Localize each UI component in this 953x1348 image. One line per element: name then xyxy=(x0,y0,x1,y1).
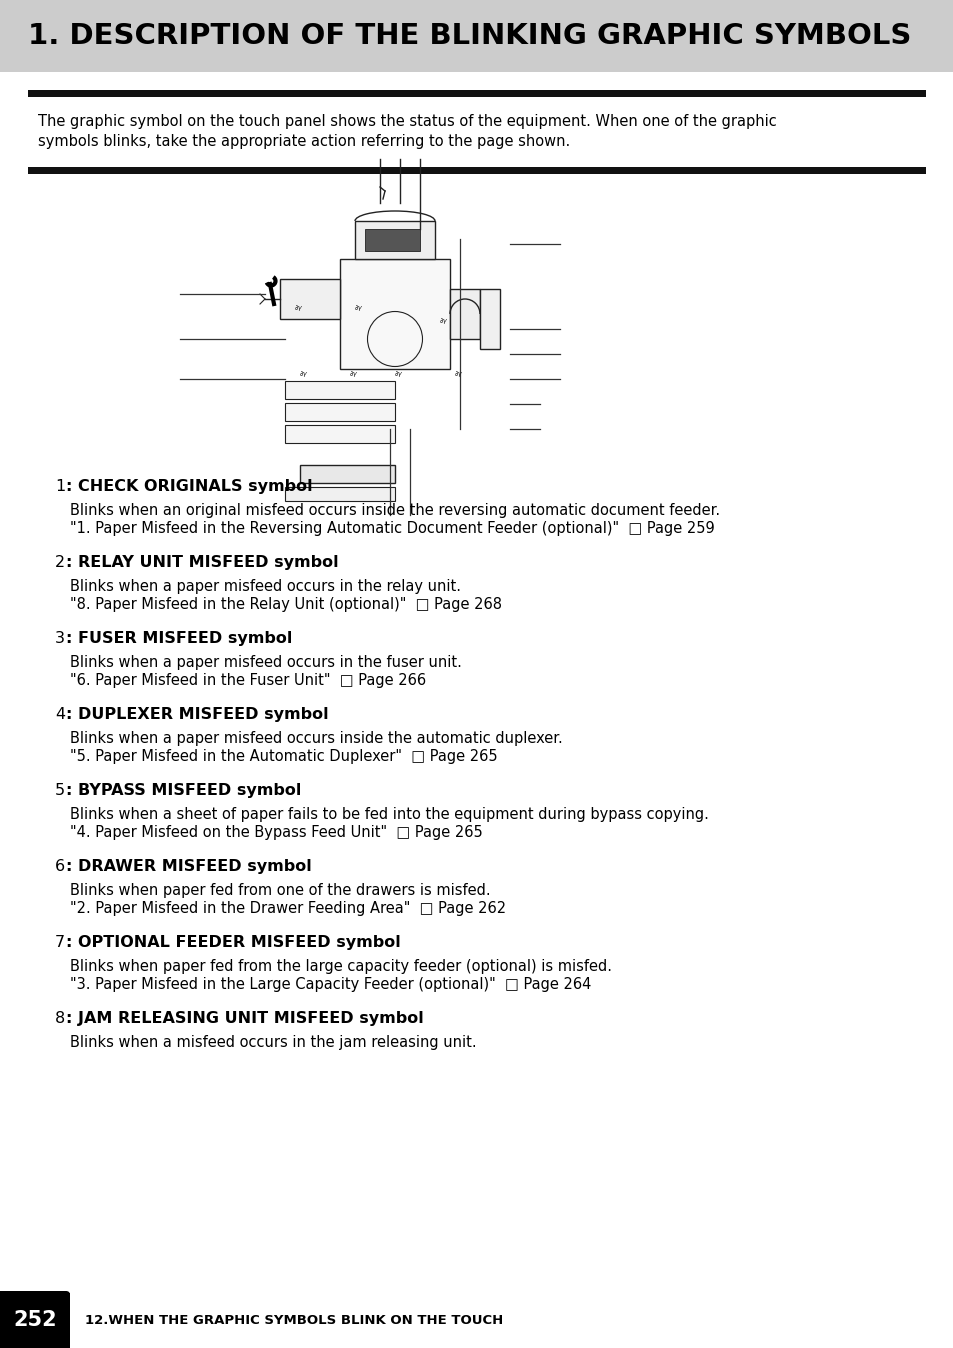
Bar xyxy=(0,0,953,71)
Text: "2. Paper Misfeed in the Drawer Feeding Area"  □ Page 262: "2. Paper Misfeed in the Drawer Feeding … xyxy=(70,900,506,917)
Text: : DRAWER MISFEED symbol: : DRAWER MISFEED symbol xyxy=(66,859,312,874)
Text: Blinks when a sheet of paper fails to be fed into the equipment during bypass co: Blinks when a sheet of paper fails to be… xyxy=(70,807,708,822)
Text: symbols blinks, take the appropriate action referring to the page shown.: symbols blinks, take the appropriate act… xyxy=(38,133,570,150)
Text: The graphic symbol on the touch panel shows the status of the equipment. When on: The graphic symbol on the touch panel sh… xyxy=(38,115,776,129)
Text: 252: 252 xyxy=(13,1310,57,1330)
Bar xyxy=(285,487,395,501)
Text: ∂γ: ∂γ xyxy=(395,371,402,377)
Text: Blinks when a paper misfeed occurs in the relay unit.: Blinks when a paper misfeed occurs in th… xyxy=(70,580,460,594)
Text: : DUPLEXER MISFEED symbol: : DUPLEXER MISFEED symbol xyxy=(66,706,328,723)
Text: Blinks when a paper misfeed occurs inside the automatic duplexer.: Blinks when a paper misfeed occurs insid… xyxy=(70,731,562,745)
Bar xyxy=(479,288,499,349)
Text: "6. Paper Misfeed in the Fuser Unit"  □ Page 266: "6. Paper Misfeed in the Fuser Unit" □ P… xyxy=(70,673,426,687)
Bar xyxy=(285,381,395,399)
Text: Blinks when an original misfeed occurs inside the reversing automatic document f: Blinks when an original misfeed occurs i… xyxy=(70,503,720,518)
Bar xyxy=(0,1293,70,1348)
Text: : OPTIONAL FEEDER MISFEED symbol: : OPTIONAL FEEDER MISFEED symbol xyxy=(66,936,400,950)
Text: 4: 4 xyxy=(55,706,65,723)
Bar xyxy=(450,288,479,338)
Text: "1. Paper Misfeed in the Reversing Automatic Document Feeder (optional)"  □ Page: "1. Paper Misfeed in the Reversing Autom… xyxy=(70,520,714,537)
Bar xyxy=(355,221,435,259)
Text: "5. Paper Misfeed in the Automatic Duplexer"  □ Page 265: "5. Paper Misfeed in the Automatic Duple… xyxy=(70,749,497,764)
Bar xyxy=(365,229,419,251)
Text: 12.WHEN THE GRAPHIC SYMBOLS BLINK ON THE TOUCH: 12.WHEN THE GRAPHIC SYMBOLS BLINK ON THE… xyxy=(85,1314,503,1326)
Text: 3: 3 xyxy=(55,631,65,646)
Bar xyxy=(285,425,395,443)
Text: : CHECK ORIGINALS symbol: : CHECK ORIGINALS symbol xyxy=(66,479,313,493)
Text: 1. DESCRIPTION OF THE BLINKING GRAPHIC SYMBOLS: 1. DESCRIPTION OF THE BLINKING GRAPHIC S… xyxy=(28,22,910,50)
Bar xyxy=(28,90,925,97)
Text: 8: 8 xyxy=(55,1011,65,1026)
Text: 5: 5 xyxy=(55,783,65,798)
Text: 1: 1 xyxy=(55,479,65,493)
Bar xyxy=(339,259,450,369)
Text: Blinks when a paper misfeed occurs in the fuser unit.: Blinks when a paper misfeed occurs in th… xyxy=(70,655,461,670)
Text: 6: 6 xyxy=(55,859,65,874)
Text: ∂γ: ∂γ xyxy=(299,371,308,377)
Text: Blinks when paper fed from the large capacity feeder (optional) is misfed.: Blinks when paper fed from the large cap… xyxy=(70,958,612,975)
Text: ∂γ: ∂γ xyxy=(455,371,462,377)
Text: ∂γ: ∂γ xyxy=(294,305,302,311)
Bar xyxy=(299,465,395,483)
Bar xyxy=(285,403,395,421)
Text: Blinks when paper fed from one of the drawers is misfed.: Blinks when paper fed from one of the dr… xyxy=(70,883,490,898)
Text: "3. Paper Misfeed in the Large Capacity Feeder (optional)"  □ Page 264: "3. Paper Misfeed in the Large Capacity … xyxy=(70,977,591,992)
Text: : BYPASS MISFEED symbol: : BYPASS MISFEED symbol xyxy=(66,783,301,798)
Bar xyxy=(280,279,339,319)
Text: : RELAY UNIT MISFEED symbol: : RELAY UNIT MISFEED symbol xyxy=(66,555,338,570)
FancyBboxPatch shape xyxy=(0,1291,70,1348)
Text: ∂γ: ∂γ xyxy=(439,318,447,324)
Text: 7: 7 xyxy=(55,936,65,950)
Bar xyxy=(28,167,925,174)
Text: "4. Paper Misfeed on the Bypass Feed Unit"  □ Page 265: "4. Paper Misfeed on the Bypass Feed Uni… xyxy=(70,825,482,840)
Text: 2: 2 xyxy=(55,555,65,570)
Text: "8. Paper Misfeed in the Relay Unit (optional)"  □ Page 268: "8. Paper Misfeed in the Relay Unit (opt… xyxy=(70,597,501,612)
Text: ∂γ: ∂γ xyxy=(355,305,362,311)
Text: ∂γ: ∂γ xyxy=(350,371,357,377)
Text: : FUSER MISFEED symbol: : FUSER MISFEED symbol xyxy=(66,631,292,646)
Text: : JAM RELEASING UNIT MISFEED symbol: : JAM RELEASING UNIT MISFEED symbol xyxy=(66,1011,423,1026)
Text: Blinks when a misfeed occurs in the jam releasing unit.: Blinks when a misfeed occurs in the jam … xyxy=(70,1035,476,1050)
